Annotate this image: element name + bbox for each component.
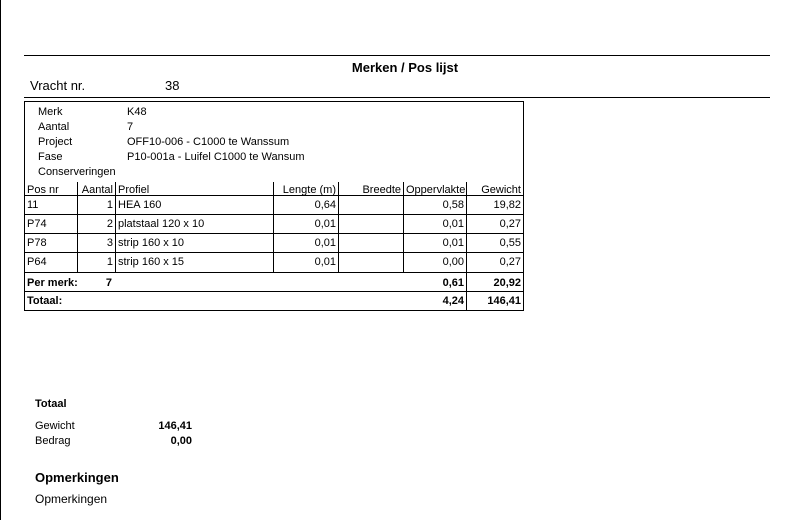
table-cell: 0,01 [314,237,336,249]
table-cell: 19,82 [493,199,521,211]
merk-box [24,101,524,311]
table-cell: P74 [27,218,47,230]
total-weight: 146,41 [487,295,521,307]
column-header: Aantal [81,184,113,196]
table-cell: 0,00 [442,256,464,268]
field-label: Conserveringen [38,166,116,178]
summary-title: Totaal [35,398,67,410]
table-cell: HEA 160 [118,199,162,211]
table-cell: strip 160 x 10 [118,237,185,249]
remarks-title: Opmerkingen [35,470,119,485]
field-value: P10-001a - Luifel C1000 te Wansum [127,151,305,163]
per-merk-count: 7 [105,277,112,289]
per-merk-label: Per merk: [27,277,78,289]
rule [24,97,770,98]
column-line [466,182,467,272]
table-cell: 0,58 [442,199,464,211]
column-header: Lengte (m) [282,184,336,196]
column-line [77,182,78,272]
column-header: Pos nr [27,184,59,196]
field-label: Project [38,136,73,148]
table-cell: 0,27 [499,218,521,230]
table-cell: 11 [27,199,39,211]
summary-value: 146,41 [158,420,192,432]
row-line [24,291,523,292]
column-header: Breedte [362,184,401,196]
per-merk-area: 0,61 [442,277,464,289]
field-label: Aantal [38,121,70,133]
total-label: Totaal: [27,295,63,307]
table-cell: 0,01 [314,256,336,268]
field-label: Merk [38,106,63,118]
table-cell: 1 [106,256,113,268]
column-header: Profiel [118,184,150,196]
field-value: K48 [127,106,147,118]
field-label: Fase [38,151,63,163]
table-cell: 2 [106,218,113,230]
per-merk-weight: 20,92 [493,277,521,289]
freight-number: 38 [165,78,180,93]
column-line [338,182,339,272]
table-cell: 0,01 [314,218,336,230]
column-line [466,272,467,310]
table-cell: 0,55 [499,237,521,249]
column-header: Oppervlakte [406,184,466,196]
field-value: OFF10-006 - C1000 te Wanssum [127,136,290,148]
column-line [403,182,404,272]
remarks: Opmerkingen [35,492,108,506]
column-header: Gewicht [481,184,521,196]
table-cell: P64 [27,256,47,268]
summary-label: Gewicht [35,420,75,432]
table-cell: strip 160 x 15 [118,256,185,268]
field-value: 7 [127,121,134,133]
column-line [273,182,274,272]
table-cell: 0,64 [314,199,336,211]
summary-value: 0,00 [170,435,192,447]
table-cell: 0,27 [499,256,521,268]
table-cell: 1 [106,199,113,211]
freight-label: Vracht nr. [30,78,86,93]
summary-label: Bedrag [35,435,71,447]
title: Merken / Pos lijst [351,60,459,75]
table-cell: 3 [106,237,113,249]
page-edge [0,0,1,520]
row-line [24,272,523,273]
total-area: 4,24 [442,295,464,307]
rule [24,55,770,56]
table-cell: P78 [27,237,47,249]
table-cell: 0,01 [442,237,464,249]
table-cell: 0,01 [442,218,464,230]
column-line [115,182,116,272]
table-cell: platstaal 120 x 10 [118,218,205,230]
